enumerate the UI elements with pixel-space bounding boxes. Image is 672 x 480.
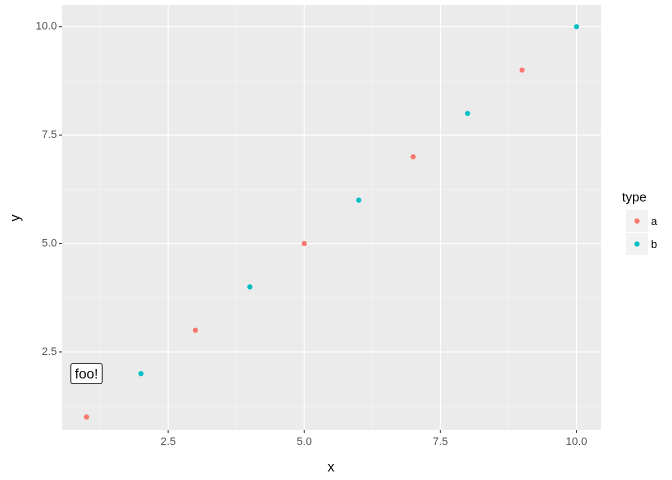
y-axis-title: y	[7, 215, 23, 222]
point	[573, 24, 580, 30]
x-axis-title: x	[328, 459, 335, 475]
x-tick-label: 5.0	[297, 436, 312, 448]
annotation-text: foo!	[75, 365, 98, 381]
x-tick-label: 7.5	[433, 436, 448, 448]
point	[138, 371, 144, 377]
y-tick-label: 10.0	[36, 21, 57, 33]
point	[356, 197, 362, 203]
panel	[62, 5, 601, 430]
legend-marker	[634, 241, 640, 247]
y-tick-label: 2.5	[42, 346, 57, 358]
point	[247, 284, 253, 290]
point	[519, 67, 525, 73]
point	[465, 110, 471, 117]
point	[301, 240, 307, 247]
legend-label: a	[651, 216, 658, 228]
annotation-box	[70, 363, 103, 385]
y-tick-label: 7.5	[42, 129, 57, 141]
legend-marker	[634, 218, 640, 224]
x-tick-label: 2.5	[161, 436, 176, 448]
legend-title: type	[622, 189, 647, 204]
point	[410, 154, 416, 160]
y-tick-label: 5.0	[42, 237, 57, 249]
legend-label: b	[651, 239, 657, 251]
point	[83, 414, 90, 420]
point	[192, 327, 198, 333]
x-tick-label: 10.0	[566, 436, 587, 448]
